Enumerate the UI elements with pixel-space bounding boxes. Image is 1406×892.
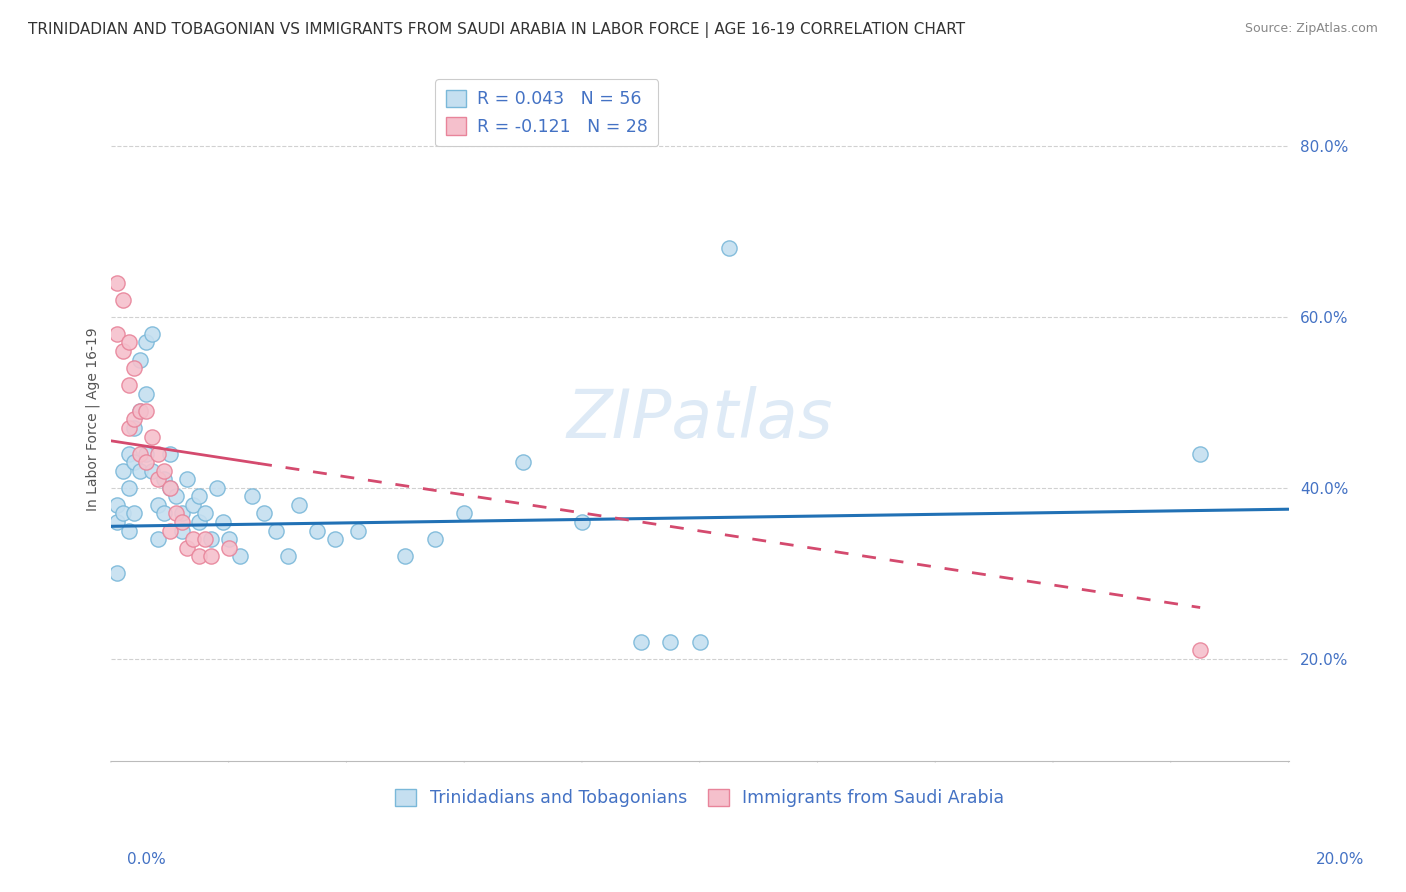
Point	[135, 447, 157, 461]
Point	[135, 335, 157, 350]
Point	[253, 507, 276, 521]
Point	[165, 507, 187, 521]
Point	[153, 472, 176, 486]
Point	[1189, 447, 1212, 461]
Point	[211, 515, 233, 529]
Point	[124, 412, 146, 426]
Point	[146, 498, 169, 512]
Point	[117, 335, 139, 350]
Point	[124, 361, 146, 376]
Point	[170, 507, 193, 521]
Point	[105, 566, 128, 581]
Point	[159, 447, 181, 461]
Point	[176, 472, 198, 486]
Point	[218, 541, 240, 555]
Point	[200, 532, 222, 546]
Point	[453, 507, 475, 521]
Point	[159, 481, 181, 495]
Point	[630, 634, 652, 648]
Point	[135, 455, 157, 469]
Point	[170, 515, 193, 529]
Point	[218, 532, 240, 546]
Point	[188, 489, 211, 503]
Point	[111, 293, 134, 307]
Legend: Trinidadians and Tobagonians, Immigrants from Saudi Arabia: Trinidadians and Tobagonians, Immigrants…	[388, 781, 1011, 814]
Point	[141, 326, 163, 341]
Point	[124, 421, 146, 435]
Point	[183, 532, 205, 546]
Point	[129, 447, 152, 461]
Point	[689, 634, 711, 648]
Point	[659, 634, 682, 648]
Point	[571, 515, 593, 529]
Point	[111, 507, 134, 521]
Point	[105, 326, 128, 341]
Point	[240, 489, 263, 503]
Point	[277, 549, 299, 564]
Point	[117, 421, 139, 435]
Point	[170, 524, 193, 538]
Point	[135, 404, 157, 418]
Point	[124, 507, 146, 521]
Point	[188, 549, 211, 564]
Point	[305, 524, 328, 538]
Point	[105, 276, 128, 290]
Point	[194, 532, 217, 546]
Point	[153, 464, 176, 478]
Point	[229, 549, 252, 564]
Point	[111, 344, 134, 359]
Point	[159, 524, 181, 538]
Point	[264, 524, 287, 538]
Point	[183, 498, 205, 512]
Point	[153, 507, 176, 521]
Point	[194, 507, 217, 521]
Point	[512, 455, 534, 469]
Point	[124, 455, 146, 469]
Point	[347, 524, 370, 538]
Point	[159, 481, 181, 495]
Point	[129, 352, 152, 367]
Point	[1189, 643, 1212, 657]
Point	[205, 481, 228, 495]
Point	[323, 532, 346, 546]
Point	[117, 524, 139, 538]
Point	[117, 378, 139, 392]
Point	[176, 541, 198, 555]
Point	[117, 481, 139, 495]
Point	[135, 386, 157, 401]
Point	[146, 472, 169, 486]
Point	[165, 489, 187, 503]
Point	[129, 404, 152, 418]
Y-axis label: In Labor Force | Age 16-19: In Labor Force | Age 16-19	[86, 327, 100, 511]
Point	[141, 464, 163, 478]
Point	[105, 515, 128, 529]
Point	[141, 429, 163, 443]
Text: Source: ZipAtlas.com: Source: ZipAtlas.com	[1244, 22, 1378, 36]
Text: TRINIDADIAN AND TOBAGONIAN VS IMMIGRANTS FROM SAUDI ARABIA IN LABOR FORCE | AGE : TRINIDADIAN AND TOBAGONIAN VS IMMIGRANTS…	[28, 22, 966, 38]
Point	[718, 242, 741, 256]
Point	[111, 464, 134, 478]
Point	[288, 498, 311, 512]
Point	[188, 515, 211, 529]
Point	[394, 549, 416, 564]
Point	[129, 464, 152, 478]
Text: 20.0%: 20.0%	[1316, 852, 1364, 867]
Point	[146, 532, 169, 546]
Point	[146, 447, 169, 461]
Text: 0.0%: 0.0%	[127, 852, 166, 867]
Point	[200, 549, 222, 564]
Point	[423, 532, 446, 546]
Point	[105, 498, 128, 512]
Point	[129, 404, 152, 418]
Text: ZIPatlas: ZIPatlas	[567, 386, 832, 452]
Point	[117, 447, 139, 461]
